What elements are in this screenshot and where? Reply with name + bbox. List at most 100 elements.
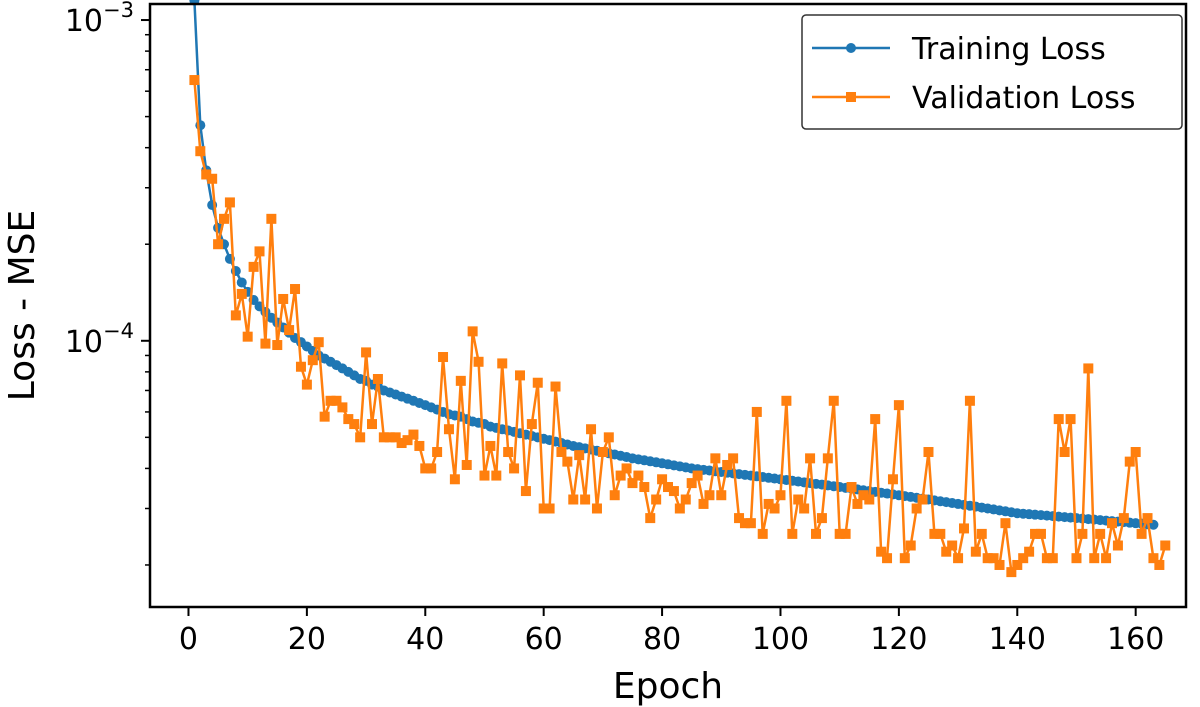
validation-loss-point <box>1095 528 1106 539</box>
axes-frame <box>148 2 1188 609</box>
validation-loss-point <box>503 447 514 458</box>
validation-loss-point <box>633 470 644 481</box>
x-tick-label: 160 <box>1107 622 1164 657</box>
validation-loss-point <box>325 395 336 406</box>
validation-loss-point <box>402 435 413 446</box>
validation-loss-point <box>745 518 756 529</box>
validation-loss-point <box>378 432 389 443</box>
x-tick-labels: 0 20 40 60 80 100 120 140 160 <box>179 622 1164 657</box>
validation-loss-point <box>1006 567 1017 578</box>
y-tick-labels: 10−3 10−4 <box>65 0 134 360</box>
validation-loss-point <box>692 470 703 481</box>
validation-loss-point <box>390 432 401 443</box>
validation-loss-point <box>515 370 525 381</box>
validation-loss-point <box>716 490 727 501</box>
validation-loss-point <box>367 419 377 430</box>
validation-loss-point <box>307 355 318 366</box>
validation-loss-point <box>473 356 484 367</box>
x-axis-label: Epoch <box>613 666 723 707</box>
validation-loss-point <box>882 553 893 564</box>
validation-loss-point <box>574 450 585 461</box>
validation-loss-point <box>899 553 910 564</box>
validation-loss-point <box>787 528 798 539</box>
validation-loss-point <box>290 284 301 295</box>
legend-entry-training-loss: Training Loss <box>812 32 1106 67</box>
validation-loss-point <box>1142 513 1153 524</box>
validation-loss-point <box>822 453 833 464</box>
validation-loss-point <box>1018 553 1029 564</box>
validation-loss-point <box>663 482 673 493</box>
validation-loss-point <box>870 414 881 425</box>
validation-loss-point <box>645 513 656 524</box>
validation-loss-point <box>769 503 780 514</box>
validation-loss-point <box>426 463 437 474</box>
validation-loss-point <box>355 432 366 443</box>
validation-loss-line <box>193 79 1167 574</box>
validation-loss-point <box>260 338 271 349</box>
validation-loss-point <box>811 528 821 539</box>
validation-loss-point <box>1124 456 1135 467</box>
validation-loss-point <box>627 478 638 489</box>
validation-loss-point <box>976 528 987 539</box>
validation-loss-point <box>591 503 602 514</box>
validation-loss-point <box>905 540 916 551</box>
validation-loss-point <box>668 486 679 497</box>
x-tick-label: 60 <box>525 622 563 657</box>
validation-loss-point <box>1065 414 1076 425</box>
validation-loss-point <box>953 553 964 564</box>
validation-loss-point <box>970 546 981 557</box>
validation-loss-point <box>520 486 531 497</box>
validation-loss-point <box>219 213 229 224</box>
validation-loss-point <box>781 395 792 406</box>
validation-loss-point <box>414 440 425 451</box>
validation-loss-point <box>1148 553 1159 564</box>
validation-loss-point <box>982 553 993 564</box>
validation-loss-point <box>372 374 383 385</box>
validation-loss-point <box>349 419 360 430</box>
validation-loss-point <box>189 75 200 86</box>
validation-loss-point <box>858 490 869 501</box>
validation-loss-point <box>935 528 946 539</box>
validation-loss-point <box>1012 559 1023 570</box>
validation-loss-point <box>1000 518 1011 529</box>
x-tick-label: 120 <box>870 622 927 657</box>
validation-loss-point <box>201 169 212 180</box>
validation-loss-point <box>1035 528 1046 539</box>
y-tick-label: 10−3 <box>65 0 134 39</box>
legend-box <box>801 14 1183 130</box>
validation-loss-point <box>1101 553 1112 564</box>
validation-loss-point <box>805 453 816 464</box>
x-tick-label: 140 <box>989 622 1046 657</box>
legend: Training Loss Validation Loss <box>801 14 1183 130</box>
validation-loss-point <box>455 375 466 386</box>
validation-loss-point <box>526 419 537 430</box>
validation-loss-point <box>947 540 958 551</box>
validation-loss-point <box>266 213 277 224</box>
validation-loss-point <box>1154 559 1165 570</box>
validation-loss-point <box>1136 528 1147 539</box>
validation-loss-point <box>491 470 502 481</box>
validation-loss-point <box>586 424 597 435</box>
validation-loss-point <box>467 326 478 337</box>
validation-loss-point <box>213 239 224 250</box>
validation-loss-point <box>917 494 928 505</box>
validation-loss-point <box>834 528 845 539</box>
validation-loss-point <box>272 340 283 351</box>
validation-loss-point <box>562 456 573 467</box>
validation-loss-point <box>757 528 768 539</box>
validation-loss-point <box>449 474 460 485</box>
validation-loss-point <box>840 528 851 539</box>
validation-loss-point <box>1083 363 1094 374</box>
validation-loss-point <box>828 395 839 406</box>
validation-loss-point <box>438 352 449 363</box>
validation-loss-point <box>793 494 804 505</box>
validation-loss-point <box>1089 553 1100 564</box>
validation-loss-point <box>751 406 762 417</box>
validation-loss-point <box>295 361 306 372</box>
validation-loss-point <box>568 494 579 505</box>
validation-loss-point <box>461 459 472 470</box>
validation-loss-point <box>242 331 253 342</box>
validation-loss-point <box>331 395 342 406</box>
validation-loss-point <box>893 400 904 411</box>
